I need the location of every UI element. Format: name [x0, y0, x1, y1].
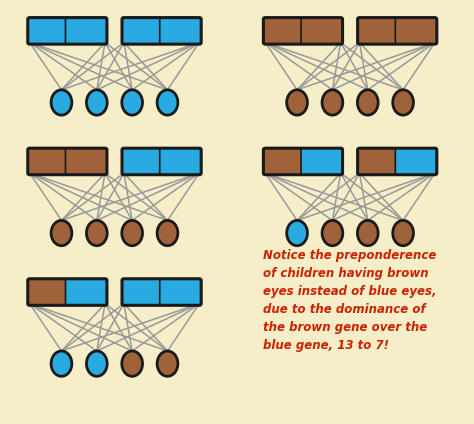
Ellipse shape: [51, 90, 72, 115]
FancyBboxPatch shape: [28, 279, 69, 305]
Ellipse shape: [322, 90, 343, 115]
FancyBboxPatch shape: [122, 279, 164, 305]
Ellipse shape: [157, 90, 178, 115]
Ellipse shape: [157, 220, 178, 245]
FancyBboxPatch shape: [160, 18, 201, 44]
FancyBboxPatch shape: [160, 279, 201, 305]
FancyBboxPatch shape: [122, 18, 164, 44]
FancyBboxPatch shape: [65, 18, 107, 44]
FancyBboxPatch shape: [357, 148, 399, 175]
Ellipse shape: [51, 220, 72, 245]
Ellipse shape: [86, 220, 107, 245]
Ellipse shape: [122, 351, 143, 376]
FancyBboxPatch shape: [122, 148, 164, 175]
Ellipse shape: [122, 220, 143, 245]
FancyBboxPatch shape: [264, 148, 305, 175]
Ellipse shape: [322, 220, 343, 245]
FancyBboxPatch shape: [65, 148, 107, 175]
Ellipse shape: [122, 90, 143, 115]
FancyBboxPatch shape: [395, 148, 437, 175]
Ellipse shape: [86, 90, 107, 115]
Ellipse shape: [357, 220, 378, 245]
Ellipse shape: [287, 220, 308, 245]
Ellipse shape: [287, 90, 308, 115]
Ellipse shape: [357, 90, 378, 115]
Ellipse shape: [157, 351, 178, 376]
FancyBboxPatch shape: [264, 18, 305, 44]
FancyBboxPatch shape: [160, 148, 201, 175]
FancyBboxPatch shape: [301, 18, 343, 44]
FancyBboxPatch shape: [357, 18, 399, 44]
FancyBboxPatch shape: [28, 148, 69, 175]
Ellipse shape: [51, 351, 72, 376]
FancyBboxPatch shape: [301, 148, 343, 175]
Text: Notice the preponderence
of children having brown
eyes instead of blue eyes,
due: Notice the preponderence of children hav…: [264, 249, 437, 352]
FancyBboxPatch shape: [395, 18, 437, 44]
Ellipse shape: [393, 220, 413, 245]
Ellipse shape: [393, 90, 413, 115]
FancyBboxPatch shape: [65, 279, 107, 305]
FancyBboxPatch shape: [28, 18, 69, 44]
Ellipse shape: [86, 351, 107, 376]
